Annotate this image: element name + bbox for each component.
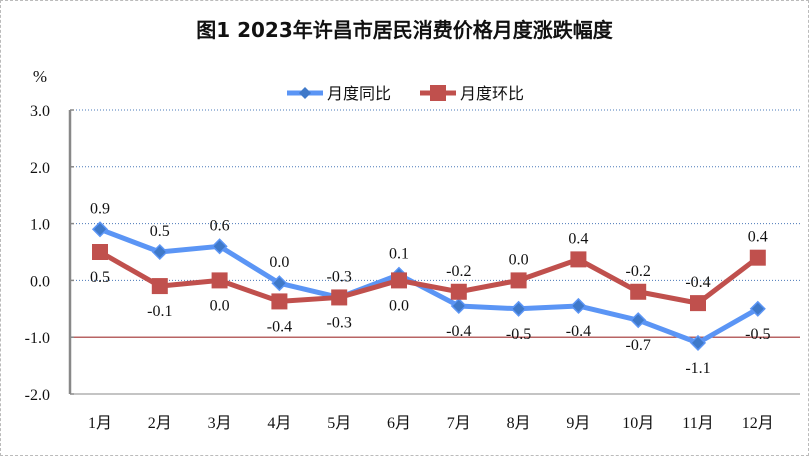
data-point-diamond: [570, 297, 587, 315]
data-label: -0.4: [566, 323, 591, 340]
y-tick-label: 0.0: [30, 273, 50, 290]
data-label: -0.2: [446, 263, 471, 280]
data-point-square: [331, 289, 348, 306]
data-point-diamond: [749, 300, 766, 317]
data-label: 0.0: [509, 251, 529, 268]
y-tick-label: -1.0: [25, 330, 50, 347]
data-label: 0.5: [150, 223, 170, 240]
legend-label: 月度环比: [460, 85, 524, 103]
data-point-diamond: [211, 238, 228, 255]
x-tick-label: 10月: [622, 415, 654, 432]
legend-square-icon: [430, 85, 446, 101]
data-label: -0.2: [626, 263, 651, 280]
x-tick-label: 8月: [507, 415, 531, 432]
data-label: 0.4: [568, 230, 588, 247]
data-label: -0.7: [626, 337, 651, 354]
y-tick-label: -2.0: [25, 387, 50, 404]
data-label: 0.0: [269, 254, 289, 271]
data-point-square: [510, 272, 527, 289]
data-label: -0.4: [685, 274, 710, 291]
data-label: -0.1: [147, 303, 172, 320]
data-point-square: [92, 244, 108, 260]
legend-label: 月度同比: [327, 85, 391, 103]
y-tick-label: 3.0: [30, 103, 50, 120]
data-point-diamond: [630, 312, 647, 329]
y-axis-unit: %: [33, 67, 47, 86]
data-label: -0.5: [506, 326, 531, 343]
data-point-square: [151, 278, 168, 295]
data-label: -0.5: [745, 326, 770, 343]
series-line-1: [99, 226, 760, 346]
data-label: 0.0: [389, 297, 409, 314]
data-label: 0.9: [90, 200, 110, 217]
x-tick-label: 3月: [208, 415, 232, 432]
data-point-diamond: [271, 275, 288, 292]
x-tick-label: 12月: [742, 415, 774, 432]
x-tick-label: 4月: [267, 415, 291, 432]
data-point-square: [630, 283, 647, 300]
data-point-square: [690, 295, 706, 312]
x-tick-label: 6月: [387, 415, 411, 432]
data-point-diamond: [91, 221, 109, 238]
data-point-diamond: [510, 300, 527, 317]
x-tick-label: 11月: [682, 415, 713, 432]
legend-diamond-icon: [299, 87, 311, 99]
data-label: 0.1: [389, 246, 409, 263]
data-point-square: [391, 272, 407, 289]
data-point-diamond: [151, 243, 168, 261]
y-tick-label: 1.0: [30, 217, 50, 234]
data-label: 0.0: [210, 297, 230, 314]
x-tick-label: 5月: [327, 415, 351, 432]
data-label: 0.6: [210, 217, 230, 234]
data-point-square: [570, 251, 587, 268]
data-label: -0.4: [267, 318, 292, 335]
data-label: 0.4: [748, 229, 768, 246]
data-label: -0.4: [446, 323, 471, 340]
data-point-square: [749, 249, 766, 266]
x-tick-label: 2月: [148, 415, 172, 432]
data-label: -0.3: [327, 314, 352, 331]
data-label: -1.1: [685, 360, 710, 377]
data-point-square: [271, 293, 288, 310]
chart-title: 图1 2023年许昌市居民消费价格月度涨跌幅度: [196, 18, 613, 42]
data-point-square: [211, 272, 228, 289]
x-tick-label: 9月: [566, 415, 590, 432]
series-line-2: [98, 249, 760, 306]
data-label: 0.5: [90, 269, 110, 286]
data-point-diamond: [689, 334, 707, 351]
y-tick-label: 2.0: [30, 160, 50, 177]
data-point-square: [450, 283, 467, 300]
x-tick-label: 1月: [88, 415, 112, 432]
data-point-diamond: [450, 297, 467, 315]
data-label: -0.3: [327, 268, 352, 285]
x-tick-label: 7月: [447, 415, 471, 432]
